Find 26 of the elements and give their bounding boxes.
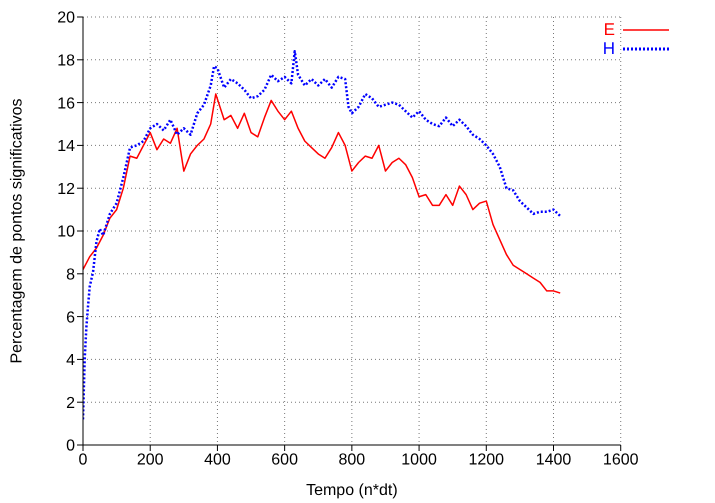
y-axis-title: Percentagem de pontos significativos bbox=[8, 98, 26, 364]
y-tick-label: 4 bbox=[66, 352, 76, 370]
x-tick-label: 0 bbox=[78, 451, 88, 468]
y-tick-label: 8 bbox=[66, 266, 76, 284]
y-tick-label: 10 bbox=[57, 224, 76, 241]
y-tick-label: 16 bbox=[57, 95, 76, 112]
y-tick-label: 2 bbox=[66, 394, 76, 412]
x-tick-label: 400 bbox=[204, 451, 231, 468]
legend-label: H bbox=[602, 39, 615, 58]
y-tick-label: 0 bbox=[66, 438, 76, 455]
x-tick-label: 600 bbox=[271, 451, 298, 468]
x-tick-label: 1200 bbox=[468, 451, 504, 468]
x-tick-label: 1400 bbox=[536, 451, 572, 468]
legend-label: E bbox=[604, 20, 615, 39]
x-tick-label: 1000 bbox=[401, 451, 437, 468]
y-tick-label: 20 bbox=[57, 10, 76, 27]
y-tick-label: 12 bbox=[57, 180, 76, 198]
x-axis-title: Tempo (n*dt) bbox=[306, 482, 398, 499]
y-tick-label: 18 bbox=[57, 52, 76, 70]
y-tick-label: 6 bbox=[66, 309, 76, 326]
x-tick-label: 800 bbox=[338, 451, 366, 468]
x-tick-label: 1600 bbox=[602, 451, 639, 468]
line-series bbox=[83, 50, 562, 421]
y-tick-label: 14 bbox=[57, 138, 76, 156]
x-tick-label: 200 bbox=[136, 451, 164, 468]
line-series bbox=[83, 93, 561, 294]
